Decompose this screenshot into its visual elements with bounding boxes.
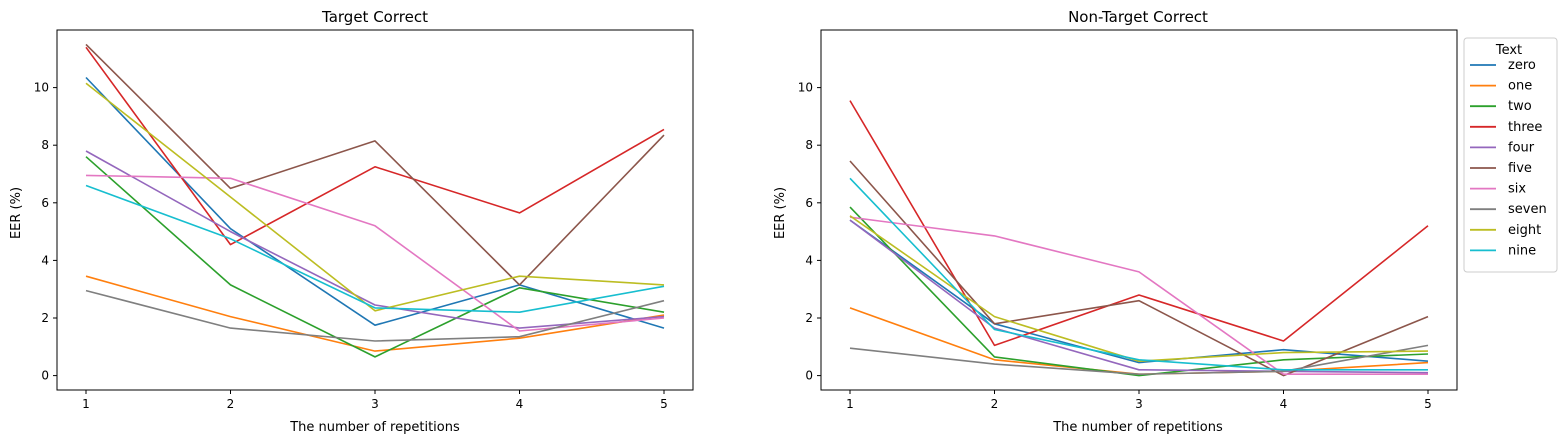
x-tick-label: 4 [516,397,524,411]
series-line-three [849,100,1429,347]
y-tick-label: 2 [805,311,813,325]
x-tick-label: 4 [1280,397,1288,411]
legend: Text zero one two three four five six seven eigh… [1463,37,1558,273]
y-axis-label: EER (%) [773,187,788,239]
series-line-eight [849,215,1429,363]
legend-label-one: one [1508,79,1532,94]
x-tick-label: 1 [82,397,90,411]
series-line-five [849,160,1429,377]
series-line-six [849,216,1428,376]
y-tick-label: 2 [41,311,49,325]
series-line-five [85,43,665,286]
y-tick-label: 0 [805,369,813,383]
x-tick-label: 5 [1424,397,1432,411]
x-tick-label: 1 [846,397,854,411]
legend-frame [1463,37,1558,273]
series-line-one [85,275,665,352]
legend-label-three: three [1508,120,1542,135]
chart-target-correct: Target Correct EER (%) The number of rep… [9,8,694,435]
legend-label-two: two [1508,99,1532,114]
x-axis-label: The number of repetitions [289,420,460,435]
legend-label-seven: seven [1508,202,1547,217]
legend-label-four: four [1508,140,1535,155]
legend-label-zero: zero [1508,58,1536,73]
series-line-seven [85,289,665,342]
x-tick-label: 2 [991,397,999,411]
x-axis-label: The number of repetitions [1052,420,1223,435]
y-tick-label: 6 [41,196,49,210]
legend-label-eight: eight [1508,223,1541,238]
y-axis-label: EER (%) [9,187,24,239]
series-line-zero [849,219,1429,364]
x-tick-label: 3 [1135,397,1143,411]
series-line-four [849,219,1429,374]
series-line-three [85,46,665,246]
series-line-two [85,156,665,358]
series-line-eight [85,82,665,312]
x-tick-label: 2 [227,397,235,411]
y-tick-label: 8 [805,138,813,152]
legend-label-nine: nine [1508,243,1536,258]
series-line-one [849,307,1429,376]
series-line-seven [849,344,1429,376]
y-tick-label: 4 [805,253,813,267]
y-tick-label: 6 [805,196,813,210]
series-line-two [849,206,1429,377]
legend-title: Text [1495,43,1522,58]
chart-title: Target Correct [321,8,428,26]
y-tick-label: 0 [41,369,49,383]
y-tick-label: 8 [41,138,49,152]
plot-frame [820,29,1458,391]
chart-title: Non-Target Correct [1068,8,1208,26]
plot-frame [56,29,694,391]
legend-label-five: five [1508,161,1532,176]
y-tick-label: 4 [41,253,49,267]
y-tick-label: 10 [34,81,49,95]
x-tick-label: 5 [660,397,668,411]
series-line-nine [85,184,665,314]
series-line-nine [849,177,1428,371]
series-line-six [85,174,665,332]
chart-non-target-correct: Non-Target Correct EER (%) The number of… [773,8,1458,435]
y-tick-label: 10 [798,81,813,95]
legend-label-six: six [1508,182,1526,197]
series-line-zero [85,76,665,329]
x-tick-label: 3 [371,397,379,411]
